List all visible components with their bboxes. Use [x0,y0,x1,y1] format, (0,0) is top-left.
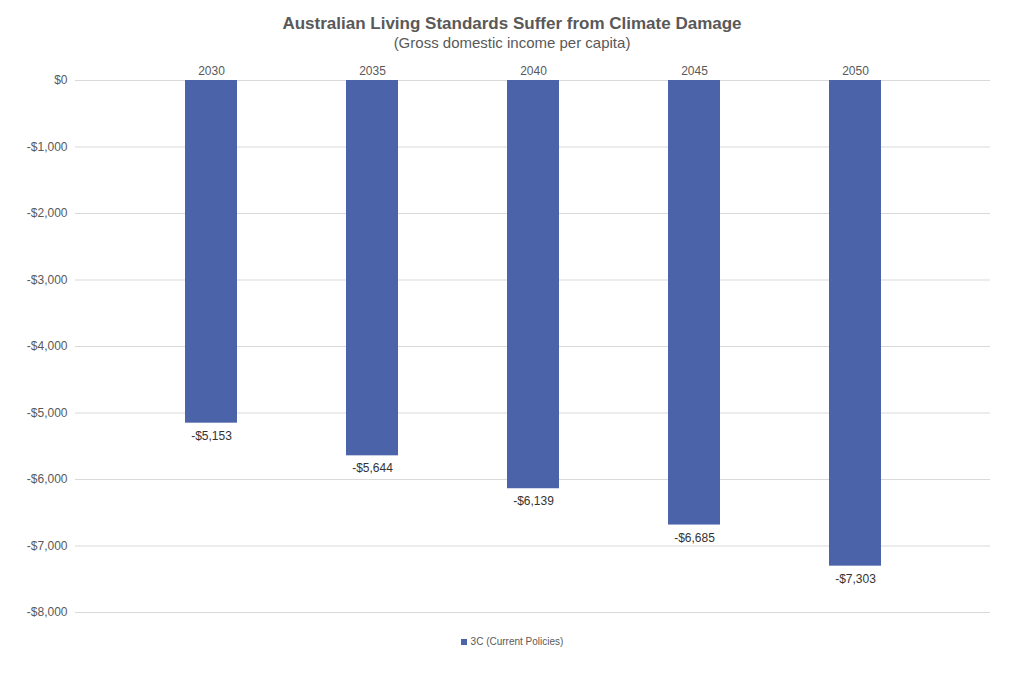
svg-text:-$8,000: -$8,000 [27,605,68,619]
svg-text:2040: 2040 [520,64,547,78]
svg-text:2050: 2050 [842,64,869,78]
svg-text:-$6,139: -$6,139 [513,494,554,508]
svg-text:-$1,000: -$1,000 [27,140,68,154]
html-text:(Gross domestic income per cap: (Gross domestic income per capita) [393,34,631,51]
svg-text:2035: 2035 [359,64,386,78]
svg-text:2045: 2045 [681,64,708,78]
html-text:Australian Living Standards Su: Australian Living Standards Suffer from … [282,14,742,33]
svg-text:-$7,303: -$7,303 [835,572,876,586]
svg-text:-$3,000: -$3,000 [27,273,68,287]
html-text:3C (Current Policies): 3C (Current Policies) [470,636,564,647]
svg-text:-$2,000: -$2,000 [27,206,68,220]
svg-text:-$5,644: -$5,644 [352,461,393,475]
svg-text:-$7,000: -$7,000 [27,539,68,553]
svg-text:-$5,000: -$5,000 [27,406,68,420]
svg-text:-$4,000: -$4,000 [27,339,68,353]
svg-text:-$6,000: -$6,000 [27,472,68,486]
svg-text:-$6,685: -$6,685 [674,531,715,545]
svg-text:$0: $0 [54,73,68,87]
svg-text:-$5,153: -$5,153 [191,429,232,443]
svg-text:2030: 2030 [198,64,225,78]
